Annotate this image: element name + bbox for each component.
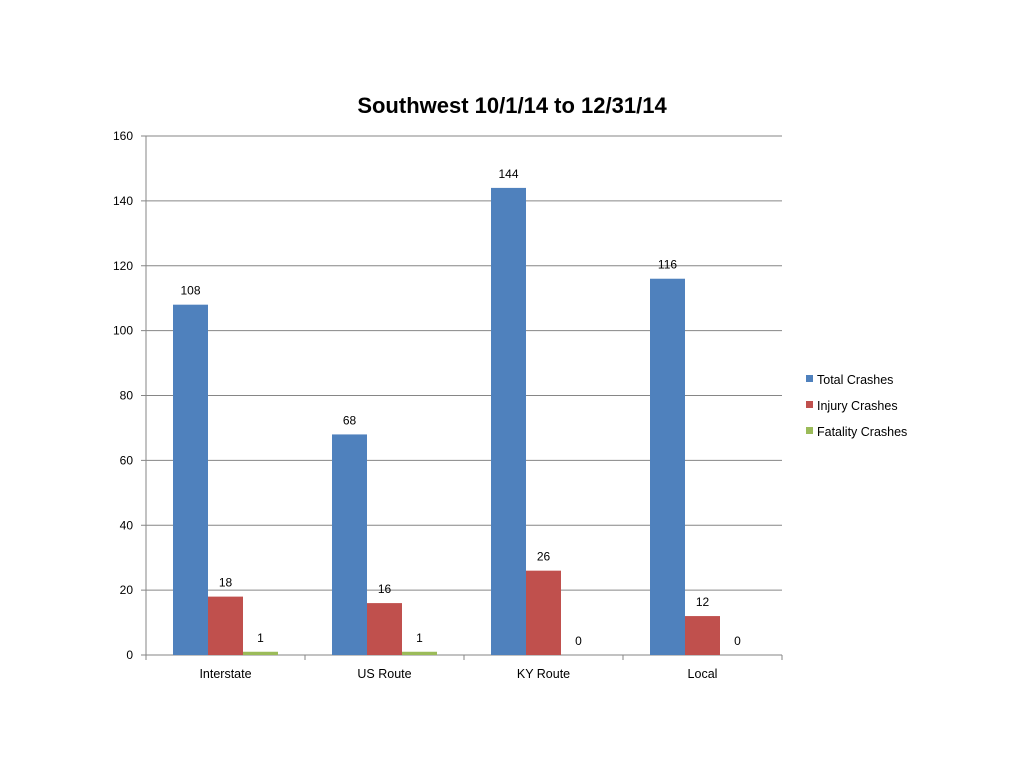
data-label: 0	[734, 634, 741, 648]
data-label: 1	[257, 631, 264, 645]
data-label: 1	[416, 631, 423, 645]
bar	[332, 434, 367, 655]
y-tick-label: 100	[113, 324, 133, 338]
bar	[243, 651, 278, 655]
y-tick-label: 20	[120, 583, 134, 597]
y-tick-label: 60	[120, 453, 134, 467]
y-tick-label: 160	[113, 129, 133, 143]
chart-title: Southwest 10/1/14 to 12/31/14	[357, 93, 667, 118]
data-label: 18	[219, 576, 233, 590]
legend-label: Fatality Crashes	[817, 425, 907, 439]
data-labels: 108 18 1 68 16 1 144 26 0 116 12 0	[180, 167, 741, 648]
bar	[685, 616, 720, 655]
data-label: 116	[658, 258, 677, 272]
data-label: 108	[180, 284, 200, 298]
x-tick-label: Interstate	[199, 667, 251, 681]
data-label: 26	[537, 550, 551, 564]
bar	[526, 570, 561, 655]
bar	[208, 596, 243, 655]
bar	[650, 278, 685, 655]
y-tick-label: 40	[120, 518, 134, 532]
y-tick-label: 0	[126, 648, 133, 662]
legend-swatch	[806, 375, 813, 382]
data-label: 0	[575, 634, 582, 648]
y-tick-label: 140	[113, 194, 133, 208]
x-tick-label: Local	[688, 667, 718, 681]
gridlines	[141, 135, 783, 660]
legend-swatch	[806, 427, 813, 434]
data-label: 144	[498, 167, 518, 181]
bar	[173, 304, 208, 655]
y-tick-label: 120	[113, 259, 133, 273]
legend-label: Total Crashes	[817, 373, 893, 387]
x-tick-label: KY Route	[517, 667, 570, 681]
data-label: 16	[378, 582, 392, 596]
legend-label: Injury Crashes	[817, 399, 898, 413]
y-axis-ticks: 0 20 40 60 80 100 120 140 160	[113, 129, 133, 662]
x-axis-labels: Interstate US Route KY Route Local	[199, 667, 717, 681]
legend-swatch	[806, 401, 813, 408]
bars	[173, 187, 720, 655]
data-label: 68	[343, 413, 357, 427]
bar	[367, 603, 402, 655]
data-label: 12	[696, 595, 710, 609]
y-tick-label: 80	[120, 389, 134, 403]
x-tick-label: US Route	[357, 667, 411, 681]
bar	[491, 187, 526, 655]
legend: Total Crashes Injury Crashes Fatality Cras…	[806, 373, 907, 439]
bar	[402, 651, 437, 655]
